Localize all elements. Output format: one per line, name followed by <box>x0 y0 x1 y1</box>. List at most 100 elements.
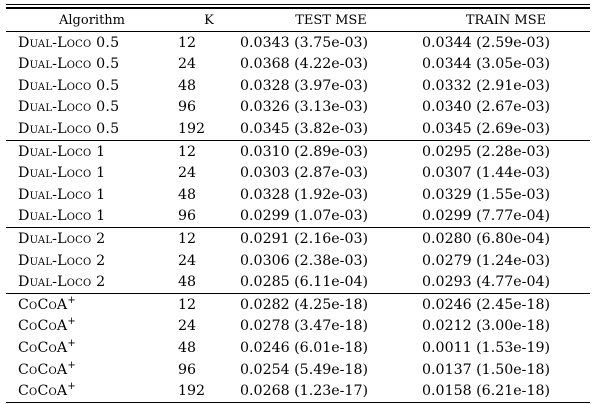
cell-train-mse: 0.0332 (2.91e-03) <box>422 77 551 94</box>
cell-algorithm: CoCoA+ <box>6 337 178 359</box>
table-row: Dual-Loco 1 12 0.0310 (2.89e-03) 0.0295 (2.… <box>6 139 590 163</box>
header-algorithm: Algorithm <box>6 7 178 32</box>
header-k: K <box>178 7 240 32</box>
cell-algorithm: CoCoA+ <box>6 380 178 404</box>
cell-train-mse: 0.0299 (7.77e-04) <box>422 208 551 225</box>
cell-k: 12 <box>178 227 240 250</box>
cell-algorithm: Dual-Loco 0.5 <box>6 118 178 140</box>
cell-k: 96 <box>178 361 197 378</box>
algorithm-name: Dual-Loco 0.5 <box>18 34 120 51</box>
cell-algorithm: Dual-Loco 1 <box>6 206 178 228</box>
cell-train-mse: 0.0307 (1.44e-03) <box>422 165 551 182</box>
cell-train-mse: 0.0344 (3.05e-03) <box>422 56 551 73</box>
cell-test-mse: 0.0254 (5.49e-18) <box>240 361 369 378</box>
cell-test-mse: 0.0343 (3.75e-03) <box>240 34 369 51</box>
cell-train-mse: 0.0295 (2.28e-03) <box>422 139 590 163</box>
cell-test-mse: 0.0310 (2.89e-03) <box>240 139 422 163</box>
table-row: CoCoA+ 48 0.0246 (6.01e-18) 0.0011 (1.53e-1… <box>6 337 590 359</box>
table-row: Dual-Loco 0.5 48 0.0328 (3.97e-03) 0.0332 (… <box>6 75 590 97</box>
cell-k: 48 <box>178 77 197 94</box>
algorithm-superscript: + <box>67 381 76 393</box>
table-row: Dual-Loco 1 96 0.0299 (1.07e-03) 0.0299 (7.… <box>6 206 590 228</box>
cell-train-mse: 0.0280 (6.80e-04) <box>422 227 590 250</box>
header-train-mse: TRAIN MSE <box>422 7 590 32</box>
table-body: Dual-Loco 0.5 12 0.0343 (3.75e-03) 0.0344 (… <box>6 32 590 404</box>
cell-algorithm: Dual-Loco 1 <box>6 184 178 206</box>
algorithm-name: Dual-Loco 1 <box>18 165 106 182</box>
cell-algorithm: Dual-Loco 0.5 <box>6 97 178 119</box>
cell-train-mse: 0.0212 (3.00e-18) <box>422 318 551 335</box>
cell-k: 96 <box>178 208 197 225</box>
algorithm-name: CoCoA <box>18 296 68 313</box>
cell-test-mse: 0.0328 (1.92e-03) <box>240 186 369 203</box>
cell-test-mse: 0.0285 (6.11e-04) <box>240 274 369 291</box>
table-row: Dual-Loco 0.5 192 0.0345 (3.82e-03) 0.0345 … <box>6 118 590 140</box>
algorithm-name: CoCoA <box>18 383 68 400</box>
cell-test-mse: 0.0328 (3.97e-03) <box>240 77 369 94</box>
cell-test-mse: 0.0326 (3.13e-03) <box>240 99 369 116</box>
algorithm-name: Dual-Loco 1 <box>18 143 106 160</box>
cell-train-mse: 0.0340 (2.67e-03) <box>422 99 551 116</box>
algorithm-name: CoCoA <box>18 318 68 335</box>
cell-train-mse: 0.0279 (1.24e-03) <box>422 252 551 269</box>
cell-k: 96 <box>178 99 197 116</box>
results-table: Algorithm K TEST MSE TRAIN MSE Dual-Loco… <box>6 7 590 404</box>
cell-k: 24 <box>178 165 197 182</box>
cell-algorithm: Dual-Loco 1 <box>6 163 178 185</box>
table-row: CoCoA+ 192 0.0268 (1.23e-17) 0.0158 (6.21e-… <box>6 380 590 404</box>
cell-k: 12 <box>178 34 197 51</box>
table-row: Dual-Loco 2 24 0.0306 (2.38e-03) 0.0279 (1.… <box>6 250 590 272</box>
cell-k: 48 <box>178 340 197 356</box>
cell-algorithm: Dual-Loco 1 <box>6 139 178 163</box>
algorithm-name: Dual-Loco 0.5 <box>18 77 120 94</box>
cell-test-mse: 0.0303 (2.87e-03) <box>240 165 369 182</box>
cell-train-mse: 0.0344 (2.59e-03) <box>422 34 551 51</box>
table-row: Dual-Loco 1 48 0.0328 (1.92e-03) 0.0329 (1.… <box>6 184 590 206</box>
cell-train-mse: 0.0293 (4.77e-04) <box>422 274 551 291</box>
cell-train-mse: 0.0011 (1.53e-19) <box>422 340 551 356</box>
cell-k: 12 <box>178 139 240 163</box>
cell-test-mse: 0.0368 (4.22e-03) <box>240 56 369 73</box>
algorithm-name: Dual-Loco 2 <box>18 274 106 291</box>
cell-algorithm: Dual-Loco 0.5 <box>6 32 178 54</box>
table-row: CoCoA+ 12 0.0282 (4.25e-18) 0.0246 (2.45e-1… <box>6 293 590 316</box>
algorithm-name: Dual-Loco 2 <box>18 231 106 248</box>
table-row: Dual-Loco 0.5 24 0.0368 (4.22e-03) 0.0344 (… <box>6 54 590 76</box>
cell-test-mse: 0.0345 (3.82e-03) <box>240 121 369 138</box>
cell-train-mse: 0.0345 (2.69e-03) <box>422 121 551 138</box>
cell-algorithm: Dual-Loco 0.5 <box>6 54 178 76</box>
cell-algorithm: Dual-Loco 2 <box>6 250 178 272</box>
table-row: Dual-Loco 1 24 0.0303 (2.87e-03) 0.0307 (1.… <box>6 163 590 185</box>
cell-algorithm: CoCoA+ <box>6 359 178 381</box>
cell-k: 12 <box>178 293 240 316</box>
algorithm-superscript: + <box>67 294 76 306</box>
algorithm-name: Dual-Loco 0.5 <box>18 99 120 116</box>
cell-k: 192 <box>178 380 240 404</box>
cell-k: 48 <box>178 274 197 291</box>
cell-test-mse: 0.0299 (1.07e-03) <box>240 208 369 225</box>
cell-k: 24 <box>178 56 197 73</box>
cell-algorithm: CoCoA+ <box>6 293 178 316</box>
algorithm-name: Dual-Loco 2 <box>18 252 106 269</box>
cell-algorithm: Dual-Loco 2 <box>6 227 178 250</box>
cell-k: 48 <box>178 186 197 203</box>
table-row: CoCoA+ 96 0.0254 (5.49e-18) 0.0137 (1.50e-1… <box>6 359 590 381</box>
cell-algorithm: CoCoA+ <box>6 316 178 338</box>
table-row: Dual-Loco 2 48 0.0285 (6.11e-04) 0.0293 (4.… <box>6 272 590 294</box>
cell-test-mse: 0.0306 (2.38e-03) <box>240 252 369 269</box>
cell-train-mse: 0.0158 (6.21e-18) <box>422 380 590 404</box>
cell-algorithm: Dual-Loco 0.5 <box>6 75 178 97</box>
algorithm-superscript: + <box>67 338 76 349</box>
algorithm-name: Dual-Loco 1 <box>18 208 106 225</box>
table-row: CoCoA+ 24 0.0278 (3.47e-18) 0.0212 (3.00e-1… <box>6 316 590 338</box>
cell-train-mse: 0.0329 (1.55e-03) <box>422 186 551 203</box>
cell-train-mse: 0.0137 (1.50e-18) <box>422 361 551 378</box>
cell-train-mse: 0.0246 (2.45e-18) <box>422 293 590 316</box>
cell-k: 24 <box>178 318 197 335</box>
algorithm-name: CoCoA <box>18 361 68 378</box>
algorithm-name: Dual-Loco 1 <box>18 186 106 203</box>
cell-k: 192 <box>178 121 206 138</box>
cell-test-mse: 0.0282 (4.25e-18) <box>240 293 422 316</box>
table-row: Dual-Loco 2 12 0.0291 (2.16e-03) 0.0280 (6.… <box>6 227 590 250</box>
